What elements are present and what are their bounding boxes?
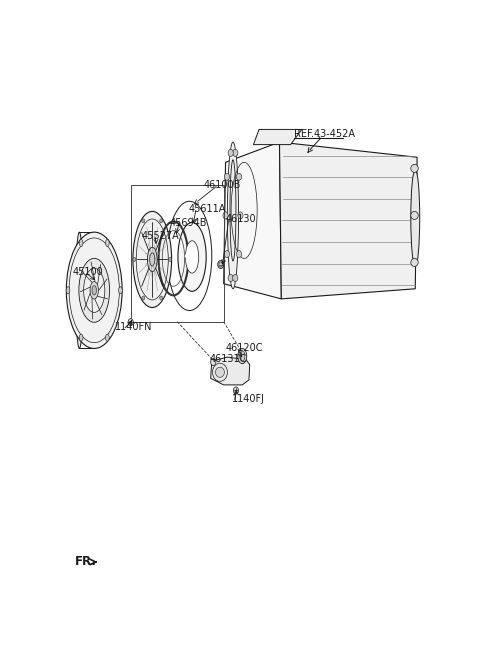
Ellipse shape — [238, 348, 247, 364]
Polygon shape — [253, 129, 302, 145]
Ellipse shape — [233, 387, 239, 394]
Ellipse shape — [238, 212, 243, 219]
Ellipse shape — [411, 164, 418, 172]
Text: 46131C: 46131C — [210, 354, 247, 364]
Ellipse shape — [79, 258, 109, 323]
Ellipse shape — [411, 170, 420, 266]
Ellipse shape — [211, 359, 216, 366]
Ellipse shape — [228, 142, 239, 289]
Polygon shape — [130, 322, 132, 324]
Ellipse shape — [160, 219, 163, 223]
Text: 46130: 46130 — [226, 214, 256, 225]
Text: 1140FN: 1140FN — [115, 322, 153, 332]
Ellipse shape — [185, 240, 199, 273]
Ellipse shape — [168, 258, 172, 261]
Ellipse shape — [233, 149, 238, 156]
Ellipse shape — [223, 212, 228, 219]
Ellipse shape — [240, 351, 245, 361]
Ellipse shape — [79, 334, 83, 341]
Ellipse shape — [160, 296, 163, 300]
Ellipse shape — [133, 212, 172, 307]
Ellipse shape — [142, 296, 145, 300]
Text: FR.: FR. — [75, 555, 97, 568]
Text: 45527A: 45527A — [142, 231, 180, 240]
Text: 46100B: 46100B — [203, 180, 240, 190]
Ellipse shape — [236, 173, 241, 180]
Ellipse shape — [150, 253, 155, 266]
Text: REF.43-452A: REF.43-452A — [294, 129, 355, 139]
Ellipse shape — [84, 268, 105, 313]
Ellipse shape — [236, 250, 241, 258]
Text: 45694B: 45694B — [170, 217, 207, 227]
Polygon shape — [235, 390, 237, 393]
Ellipse shape — [133, 258, 136, 261]
Ellipse shape — [411, 212, 418, 219]
Ellipse shape — [79, 239, 83, 246]
Ellipse shape — [119, 286, 122, 294]
Ellipse shape — [90, 282, 98, 299]
Ellipse shape — [66, 232, 122, 348]
Text: 1140FJ: 1140FJ — [232, 394, 265, 403]
Ellipse shape — [128, 319, 133, 326]
Ellipse shape — [233, 275, 238, 281]
Text: 45611A: 45611A — [188, 204, 226, 214]
Ellipse shape — [219, 262, 223, 267]
Ellipse shape — [106, 239, 109, 246]
Ellipse shape — [411, 258, 418, 267]
Ellipse shape — [228, 149, 233, 156]
Polygon shape — [224, 142, 281, 299]
Ellipse shape — [76, 232, 83, 348]
Ellipse shape — [216, 367, 225, 377]
Ellipse shape — [228, 275, 233, 281]
Ellipse shape — [142, 219, 145, 223]
Text: 45100: 45100 — [73, 267, 104, 277]
Ellipse shape — [106, 334, 109, 341]
Ellipse shape — [230, 160, 236, 261]
Ellipse shape — [224, 250, 229, 258]
Ellipse shape — [147, 247, 157, 271]
Ellipse shape — [224, 173, 229, 180]
Ellipse shape — [218, 260, 224, 269]
Ellipse shape — [92, 286, 96, 295]
Ellipse shape — [178, 223, 206, 291]
Polygon shape — [211, 357, 250, 385]
Text: 46120C: 46120C — [226, 343, 263, 353]
Ellipse shape — [213, 363, 228, 381]
Polygon shape — [279, 142, 417, 299]
Ellipse shape — [66, 286, 70, 294]
